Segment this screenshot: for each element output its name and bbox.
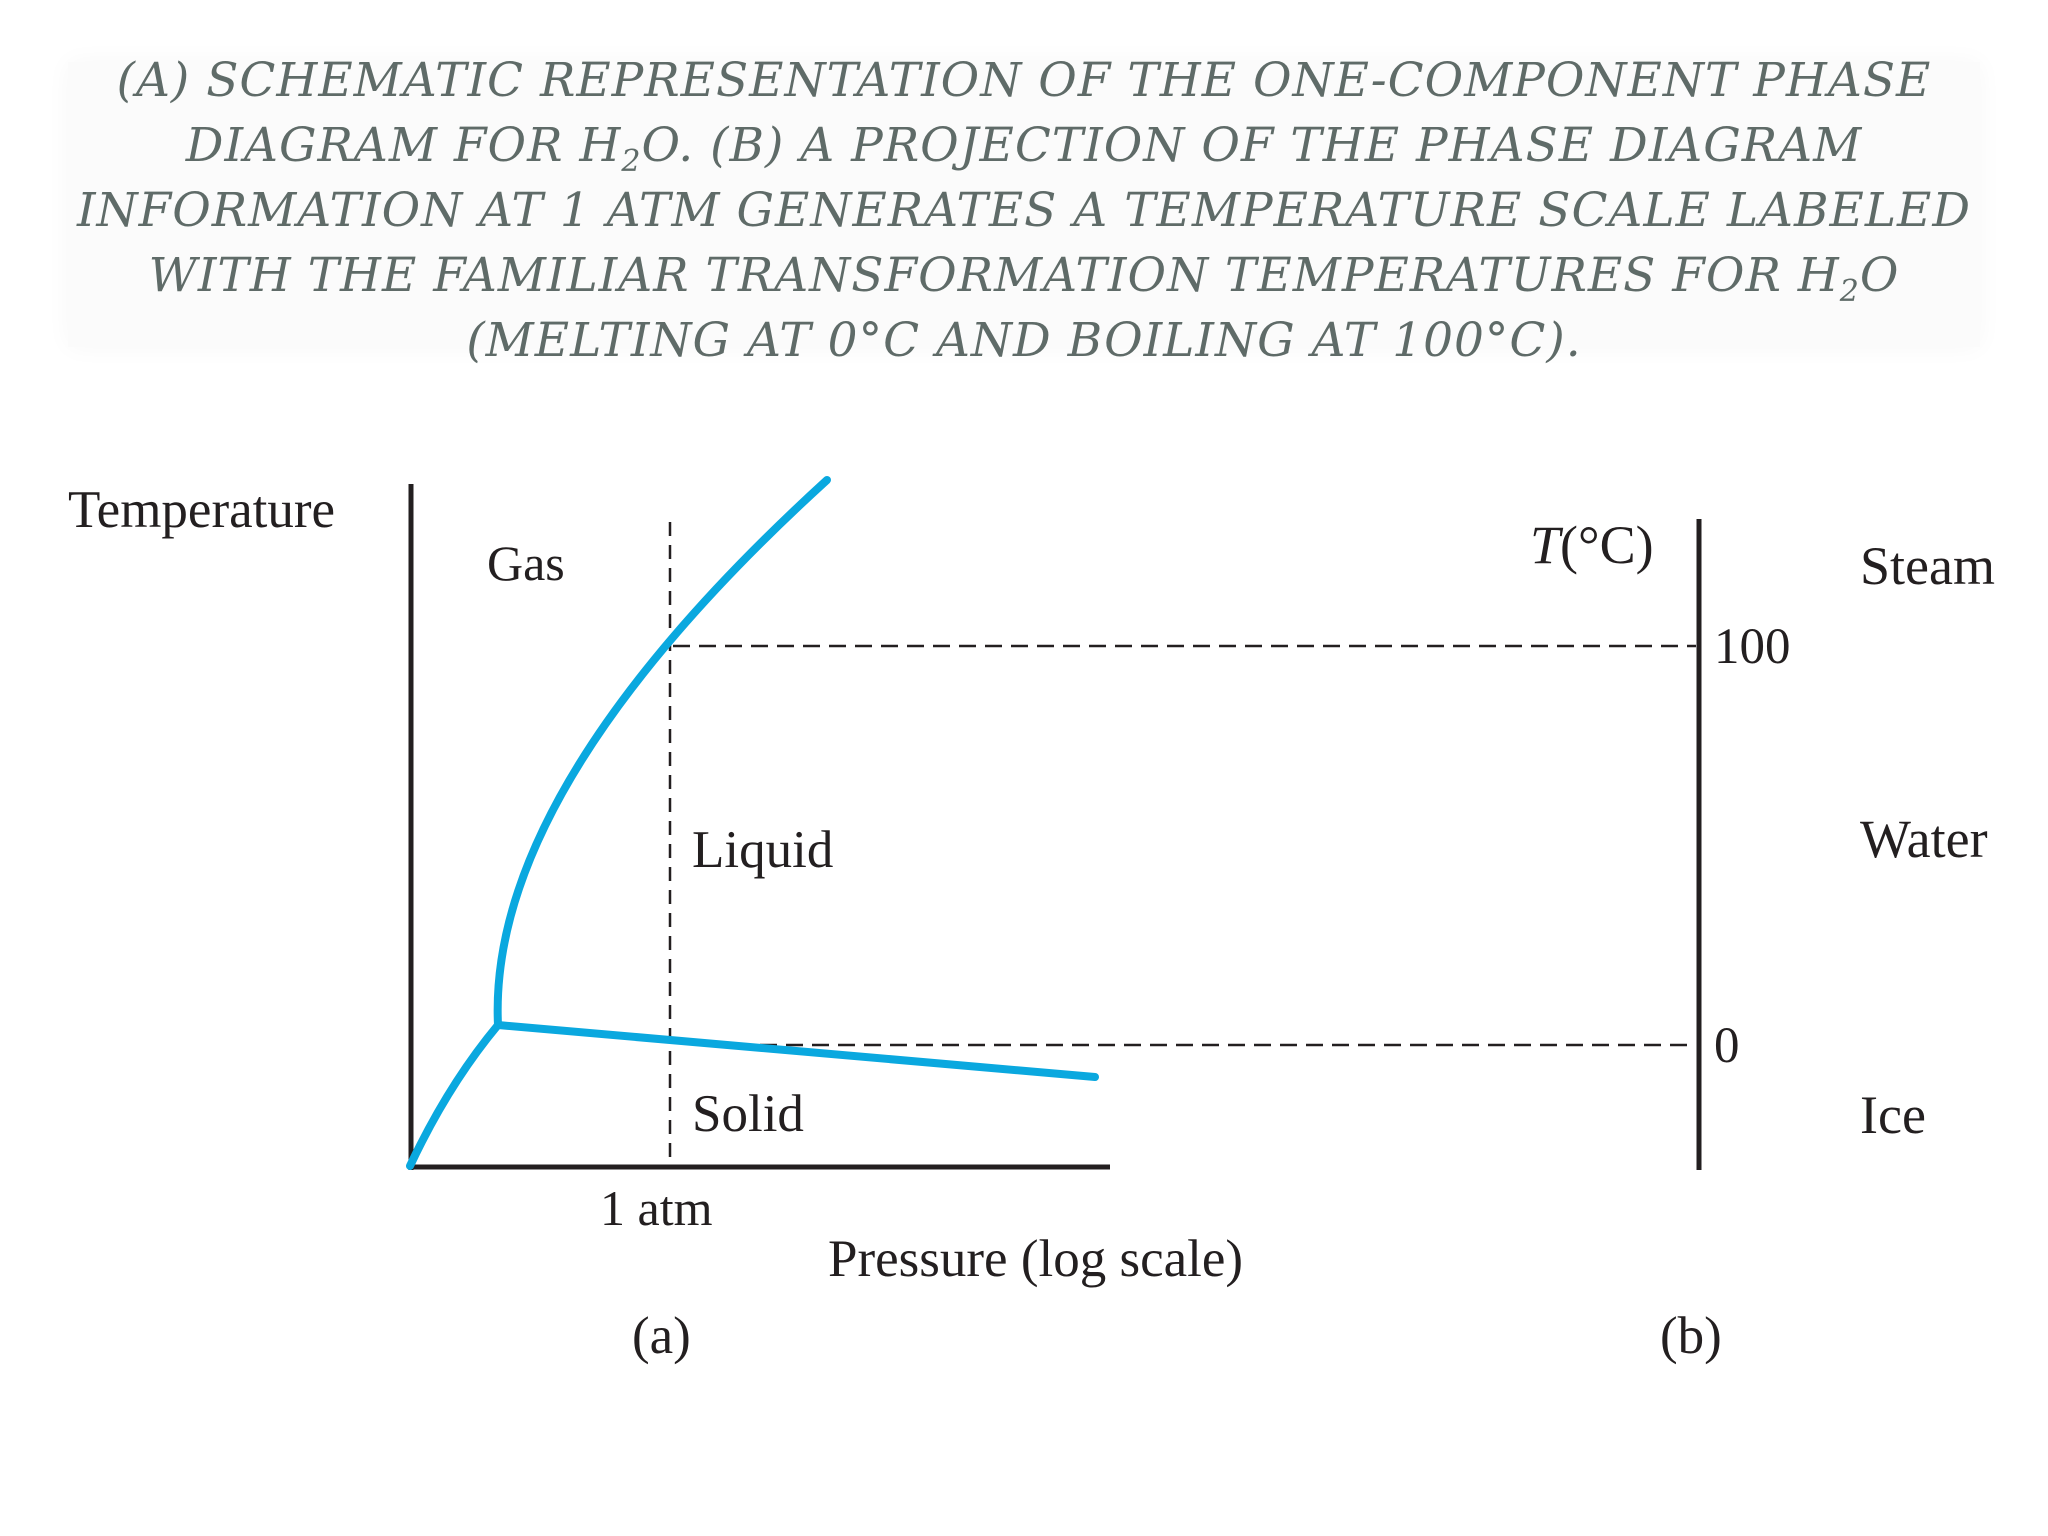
temperature-unit: (°C): [1560, 515, 1654, 575]
steam-phase-label: Steam: [1860, 536, 1995, 596]
caption-background: [68, 62, 1980, 347]
temperature-scale-label: T(°C): [1530, 515, 1654, 575]
caption-line-2-end: O. (B) A PROJECTION OF THE PHASE DIAGRAM: [641, 118, 1863, 173]
temperature-symbol: T: [1530, 515, 1564, 575]
pressure-axis-label: Pressure (log scale): [828, 1230, 1243, 1288]
boiling-point-tick-label: 100: [1714, 619, 1791, 675]
water-phase-label: Water: [1860, 809, 1988, 869]
caption-line-4-start: WITH THE FAMILIAR TRANSFORMATION TEMPERA…: [148, 248, 1840, 303]
panel-a-label: (a): [632, 1307, 691, 1365]
figure-caption: (A) SCHEMATIC REPRESENTATION OF THE ONE-…: [68, 48, 1980, 373]
caption-line-4: WITH THE FAMILIAR TRANSFORMATION TEMPERA…: [148, 248, 1900, 307]
caption-line-4-subscript: 2: [1839, 274, 1860, 309]
caption-line-2-start: DIAGRAM FOR H: [185, 118, 622, 173]
caption-line-4-end: O: [1859, 248, 1900, 303]
gas-region-label: Gas: [487, 535, 565, 591]
caption-line-3: INFORMATION AT 1 ATM GENERATES A TEMPERA…: [76, 183, 1972, 238]
one-atm-label: 1 atm: [600, 1180, 713, 1236]
caption-line-2: DIAGRAM FOR H2O. (B) A PROJECTION OF THE…: [185, 118, 1863, 177]
sublimation-curve: [406, 1021, 502, 1170]
vaporization-curve: [493, 476, 831, 1029]
ice-phase-label: Ice: [1860, 1085, 1926, 1145]
liquid-region-label: Liquid: [692, 821, 833, 879]
caption-line-5: (MELTING AT 0°C AND BOILING AT 100°C).: [466, 313, 1582, 368]
temperature-axis-label: Temperature: [68, 481, 335, 539]
melting-curve: [494, 1021, 1099, 1081]
panel-b-label: (b): [1660, 1307, 1722, 1365]
melting-point-tick-label: 0: [1714, 1018, 1740, 1074]
caption-line-2-subscript: 2: [621, 144, 642, 179]
caption-line-1: (A) SCHEMATIC REPRESENTATION OF THE ONE-…: [116, 53, 1932, 108]
solid-region-label: Solid: [692, 1085, 804, 1143]
